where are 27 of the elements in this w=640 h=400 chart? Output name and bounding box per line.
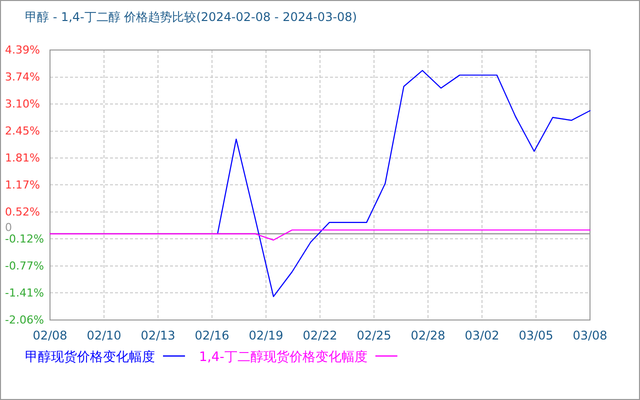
x-tick-label: 02/22 xyxy=(302,328,338,343)
x-tick-label: 02/08 xyxy=(32,328,68,343)
line-series xyxy=(217,70,591,298)
y-tick-label: 1.17% xyxy=(5,178,40,192)
x-tick-label: 02/25 xyxy=(356,328,392,343)
x-tick-label: 02/28 xyxy=(410,328,446,343)
y-tick-label: -0.77% xyxy=(5,260,44,273)
x-tick-label: 03/05 xyxy=(518,328,554,343)
legend-label: 甲醇现货价格变化幅度 xyxy=(25,349,155,365)
x-tick-label: 02/19 xyxy=(248,328,284,343)
x-tick-label: 03/02 xyxy=(464,328,500,343)
y-tick-label: -0.12% xyxy=(5,232,44,246)
y-tick-label: 2.45% xyxy=(5,124,40,138)
y-tick-label: 1.81% xyxy=(5,152,40,165)
y-tick-label: 3.10% xyxy=(5,98,40,111)
y-tick-label: -1.41% xyxy=(5,286,44,300)
y-tick-label: -2.06% xyxy=(5,314,44,327)
y-tick-label: 0.52% xyxy=(5,206,40,219)
legend-label: 1,4-丁二醇现货价格变化幅度 xyxy=(199,349,368,365)
x-tick-label: 02/16 xyxy=(194,328,230,343)
chart-title: 甲醇 - 1,4-丁二醇 价格趋势比较(2024-02-08 - 2024-03-08) xyxy=(25,10,357,24)
x-tick-label: 02/13 xyxy=(140,328,176,343)
x-tick-label: 03/08 xyxy=(572,328,608,343)
y-tick-label: 3.74% xyxy=(5,70,40,84)
y-tick-label: 4.39% xyxy=(5,44,40,57)
ref-line-label: 0 xyxy=(5,220,12,234)
x-tick-label: 02/10 xyxy=(86,328,122,343)
